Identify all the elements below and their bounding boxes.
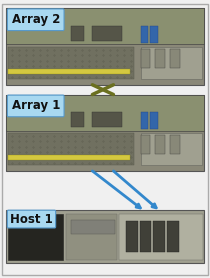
- Bar: [140, 112, 148, 129]
- Bar: [8, 47, 134, 79]
- Bar: [140, 49, 150, 68]
- Bar: [8, 214, 63, 260]
- Bar: [170, 49, 180, 68]
- Bar: [140, 135, 150, 154]
- Bar: [119, 214, 203, 260]
- Bar: [141, 133, 202, 165]
- Text: Array 1: Array 1: [12, 100, 60, 112]
- Bar: [140, 26, 148, 43]
- Bar: [8, 69, 130, 74]
- FancyBboxPatch shape: [7, 210, 56, 228]
- Bar: [155, 49, 165, 68]
- Bar: [150, 112, 158, 129]
- Bar: [8, 155, 130, 160]
- FancyBboxPatch shape: [7, 95, 64, 117]
- Bar: [8, 133, 134, 165]
- Text: Host 1: Host 1: [10, 213, 53, 225]
- Bar: [66, 214, 117, 260]
- Text: Array 2: Array 2: [12, 13, 60, 26]
- Bar: [71, 112, 84, 127]
- Bar: [71, 220, 115, 234]
- Bar: [167, 221, 178, 252]
- Bar: [6, 8, 204, 44]
- Bar: [153, 221, 165, 252]
- Bar: [126, 221, 138, 252]
- Bar: [92, 26, 122, 41]
- Bar: [71, 26, 84, 41]
- Bar: [141, 47, 202, 79]
- Bar: [6, 95, 204, 171]
- Bar: [6, 95, 204, 131]
- Bar: [170, 135, 180, 154]
- Bar: [6, 210, 204, 263]
- Bar: [6, 8, 204, 85]
- Bar: [92, 112, 122, 127]
- FancyBboxPatch shape: [7, 9, 64, 31]
- Bar: [140, 221, 151, 252]
- Bar: [155, 135, 165, 154]
- Bar: [150, 26, 158, 43]
